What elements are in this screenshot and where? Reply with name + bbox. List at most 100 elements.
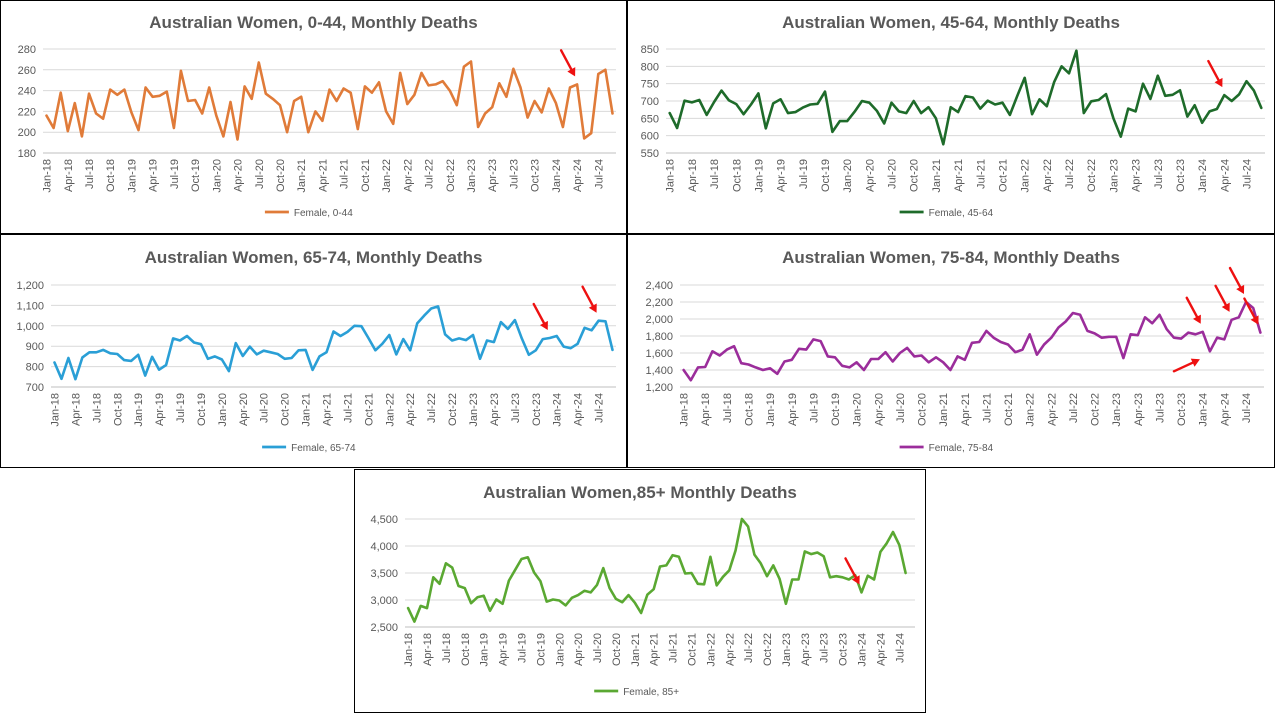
x-tick-label: Jul-19 xyxy=(175,393,187,423)
x-tick-label: Jan-18 xyxy=(42,159,54,193)
y-tick-label: 4,000 xyxy=(370,541,398,553)
y-tick-label: 800 xyxy=(26,362,44,374)
arrow-head xyxy=(1250,315,1259,325)
annotation-arrow xyxy=(1207,59,1223,88)
y-tick-label: 260 xyxy=(18,65,36,77)
y-tick-label: 800 xyxy=(641,61,659,73)
chart-svg-65-74: Australian Women, 65-74, Monthly Deaths 7… xyxy=(16,248,616,454)
x-tick-label: Oct-20 xyxy=(611,633,623,666)
x-tick-label: Oct-19 xyxy=(190,159,202,192)
x-tick-label: Jul-21 xyxy=(342,393,354,423)
x-tick-label: Apr-21 xyxy=(960,393,972,426)
x-tick-label: Apr-23 xyxy=(1131,159,1143,192)
x-tick-label: Jul-21 xyxy=(668,633,680,663)
x-tick-label: Apr-20 xyxy=(873,393,885,426)
chart-svg-0-44: Australian Women, 0-44, Monthly Deaths 18… xyxy=(18,13,616,219)
x-tick-label: Oct-23 xyxy=(838,633,850,666)
x-tick-label: Apr-21 xyxy=(317,159,329,192)
y-tick-label: 550 xyxy=(641,148,659,160)
series-line-female-0-44 xyxy=(45,60,614,141)
legend-label: Female, 65-74 xyxy=(291,443,356,454)
x-tick-label: Jan-24 xyxy=(856,633,868,667)
x-tick-label: Apr-20 xyxy=(238,393,250,426)
arrow-shaft xyxy=(1214,284,1227,307)
y-tick-label: 3,000 xyxy=(370,595,398,607)
series-line-female-45-64 xyxy=(668,49,1263,146)
annotation-arrow xyxy=(1228,266,1245,294)
x-tick-label: Jan-18 xyxy=(403,633,415,667)
arrow-head xyxy=(567,67,576,77)
arrow-head xyxy=(1214,77,1223,88)
y-tick-label: 220 xyxy=(18,106,36,118)
x-tick-label: Jul-24 xyxy=(894,633,906,663)
x-tick-label: Apr-22 xyxy=(402,159,414,192)
y-tick-label: 1,800 xyxy=(645,331,673,343)
x-tick-label: Jan-23 xyxy=(781,633,793,667)
x-tick-label: Apr-24 xyxy=(572,159,584,192)
arrow-head xyxy=(1236,284,1245,294)
y-tick-label: 2,000 xyxy=(645,314,673,326)
x-tick-label: Jul-19 xyxy=(798,159,810,189)
x-tick-label: Apr-23 xyxy=(800,633,812,666)
x-tick-label: Oct-18 xyxy=(731,159,743,192)
x-tick-label: Jul-23 xyxy=(510,393,522,423)
x-tick-label: Oct-21 xyxy=(363,393,375,426)
x-tick-label: Oct-22 xyxy=(1086,159,1098,192)
arrow-head xyxy=(1190,358,1200,367)
x-tick-label: Jul-21 xyxy=(975,159,987,189)
x-tick-label: Apr-20 xyxy=(233,159,245,192)
x-tick-label: Apr-18 xyxy=(70,393,82,426)
x-tick-label: Jul-22 xyxy=(424,159,436,189)
y-tick-label: 2,200 xyxy=(645,297,673,309)
arrow-head xyxy=(851,575,860,585)
annotation-arrow xyxy=(1214,284,1230,312)
x-tick-label: Jan-18 xyxy=(49,393,61,427)
x-tick-label: Apr-22 xyxy=(724,633,736,666)
x-tick-label: Oct-19 xyxy=(830,393,842,426)
x-tick-label: Jul-24 xyxy=(1242,159,1254,189)
y-tick-label: 240 xyxy=(18,86,36,98)
x-tick-label: Jan-19 xyxy=(479,633,491,667)
x-tick-label: Oct-23 xyxy=(1175,159,1187,192)
x-tick-label: Jul-18 xyxy=(84,159,96,189)
x-tick-label: Jul-24 xyxy=(1241,393,1253,423)
annotation-arrow xyxy=(1172,358,1200,373)
x-tick-label: Jan-23 xyxy=(1108,159,1120,193)
x-tick-label: Jan-21 xyxy=(630,633,642,667)
x-tick-label: Jul-19 xyxy=(808,393,820,423)
x-tick-label: Apr-19 xyxy=(154,393,166,426)
arrow-head xyxy=(1221,302,1230,312)
annotation-arrow xyxy=(559,49,576,77)
x-tick-label: Oct-19 xyxy=(820,159,832,192)
arrow-shaft xyxy=(1172,361,1194,373)
x-tick-label: Apr-24 xyxy=(875,633,887,666)
x-tick-label: Oct-18 xyxy=(460,633,472,666)
x-tick-label: Oct-18 xyxy=(112,393,124,426)
chart-svg-85-plus: Australian Women,85+ Monthly Deaths 2,500… xyxy=(370,483,915,698)
x-tick-label: Jan-22 xyxy=(1025,393,1037,427)
x-tick-label: Oct-23 xyxy=(1176,393,1188,426)
x-tick-label: Apr-18 xyxy=(422,633,434,666)
chart-panel-85-plus: Australian Women,85+ Monthly Deaths 2,500… xyxy=(354,469,926,713)
x-tick-label: Apr-20 xyxy=(573,633,585,666)
x-tick-label: Jul-23 xyxy=(819,633,831,663)
chart-panel-65-74: Australian Women, 65-74, Monthly Deaths 7… xyxy=(0,234,627,468)
y-tick-label: 1,000 xyxy=(16,321,44,333)
x-tick-label: Oct-20 xyxy=(909,159,921,192)
y-tick-label: 180 xyxy=(18,148,36,160)
x-tick-label: Jul-18 xyxy=(709,159,721,189)
x-tick-label: Jan-24 xyxy=(552,393,564,427)
x-tick-label: Apr-21 xyxy=(953,159,965,192)
legend-label: Female, 45-64 xyxy=(929,208,994,219)
x-tick-label: Oct-19 xyxy=(535,633,547,666)
x-tick-label: Oct-21 xyxy=(997,159,1009,192)
x-tick-label: Jan-18 xyxy=(665,159,677,193)
x-tick-label: Oct-22 xyxy=(445,159,457,192)
annotation-arrow xyxy=(844,557,860,585)
legend-label: Female, 75-84 xyxy=(929,443,994,454)
series-line-female-85 xyxy=(406,517,907,623)
x-tick-label: Jul-24 xyxy=(594,393,606,423)
y-tick-label: 3,500 xyxy=(370,568,398,580)
x-tick-label: Apr-24 xyxy=(573,393,585,426)
x-tick-label: Jul-23 xyxy=(508,159,520,189)
